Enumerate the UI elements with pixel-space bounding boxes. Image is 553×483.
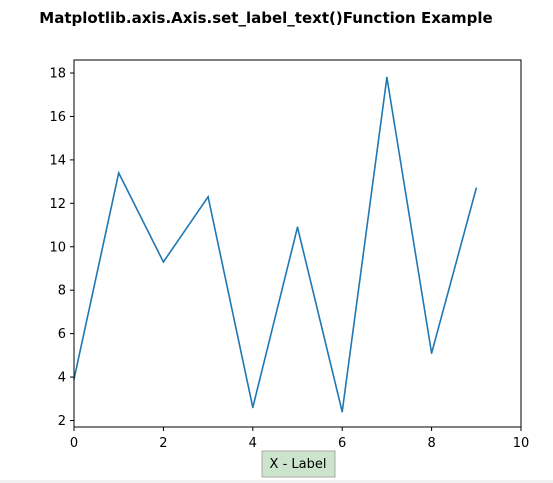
x-tick-label: 8 bbox=[427, 436, 435, 451]
data-point bbox=[162, 261, 165, 263]
y-tick-label: 18 bbox=[49, 67, 66, 82]
y-tick-label: 6 bbox=[58, 327, 66, 342]
y-tick-label: 12 bbox=[49, 197, 66, 212]
x-axis-label: X - Label bbox=[270, 457, 327, 472]
x-tick-label: 6 bbox=[338, 436, 346, 451]
bottom-border-strip bbox=[0, 480, 553, 483]
x-tick-label: 2 bbox=[159, 436, 167, 451]
series-line-0 bbox=[73, 77, 478, 412]
y-tick-label: 4 bbox=[58, 371, 66, 386]
x-tick-label: 4 bbox=[249, 436, 257, 451]
data-point bbox=[430, 352, 433, 354]
chart-title: Matplotlib.axis.Axis.set_label_text()Fun… bbox=[39, 9, 492, 27]
data-point bbox=[252, 406, 254, 409]
data-point bbox=[117, 172, 120, 174]
data-point bbox=[386, 76, 388, 79]
data-point bbox=[207, 196, 209, 198]
axes-frame bbox=[73, 59, 522, 428]
x-axis-label-box bbox=[261, 450, 336, 478]
data-point bbox=[475, 187, 478, 189]
y-tick-label: 14 bbox=[49, 153, 66, 168]
x-axis-label-group: X - Label bbox=[261, 450, 336, 478]
data-point bbox=[296, 226, 299, 229]
x-tick-label: 0 bbox=[70, 436, 78, 451]
data-point bbox=[341, 410, 344, 413]
y-tick-label: 8 bbox=[58, 284, 66, 299]
y-tick-label: 10 bbox=[49, 240, 66, 255]
y-tick-label: 2 bbox=[58, 414, 66, 429]
plot-area bbox=[73, 76, 478, 413]
y-tick-label: 16 bbox=[49, 110, 66, 125]
x-tick-label: 10 bbox=[513, 436, 530, 451]
